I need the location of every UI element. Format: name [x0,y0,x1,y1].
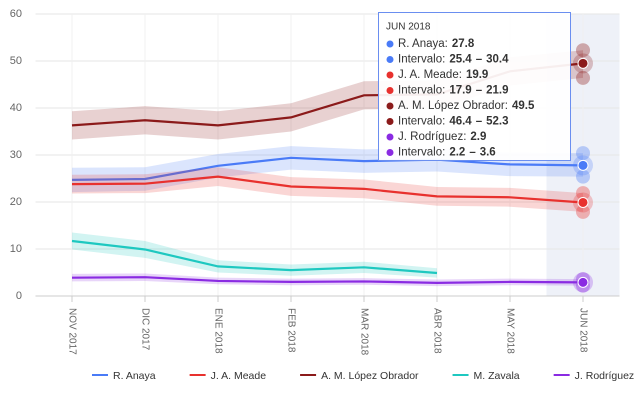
point [577,276,589,288]
tooltip-text: – [476,116,483,128]
tooltip-dot [386,118,394,125]
y-tick-label: 60 [10,8,22,20]
y-tick-label: 50 [10,55,22,67]
series-line [71,276,584,284]
legend-item[interactable]: J. A. Meade [189,370,267,382]
point [577,196,589,208]
tooltip-dot [386,133,394,141]
tooltip-dot [386,71,394,79]
series-line [71,175,584,204]
tooltip-text: – [476,85,483,97]
range-band [72,50,583,140]
tooltip-text: Intervalo: [398,116,445,128]
legend-label[interactable]: J. Rodríguez [575,370,634,382]
legend-label[interactable]: J. A. Meade [211,370,267,382]
range-marker [576,169,590,184]
y-tick-label: 10 [10,243,22,255]
tooltip-dot [386,56,394,63]
range-band [72,273,583,287]
range-marker [576,146,590,161]
tooltip-text: J. Rodríguez: [398,131,466,143]
tooltip-title: JUN 2018 [386,22,431,33]
tooltip-text: 2.9 [470,131,486,143]
tooltip-row: A. M. López Obrador: 49.5 [398,100,535,112]
range-marker [576,204,590,219]
tooltip-row: J. A. Meade: 19.9 [398,69,488,81]
range-marker [576,70,590,85]
y-tick-label: 40 [10,102,22,114]
legend-label[interactable]: A. M. López Obrador [321,370,419,382]
x-tick-label: MAR 2018 [358,308,369,356]
x-tick-label: NOV 2017 [66,308,77,355]
point [577,159,589,171]
y-tick-label: 30 [10,149,22,161]
tooltip-text: 2.2 [449,147,465,159]
legend-item[interactable]: J. Rodríguez [553,370,634,382]
tooltip-text: 19.9 [466,69,488,81]
tooltip-text: – [469,147,476,159]
legend-item[interactable]: M. Zavala [452,370,520,382]
tooltip-text: – [476,54,483,66]
tooltip-row: Intervalo: 25.4–30.4 [398,54,509,66]
y-tick-label: 20 [10,196,22,208]
x-tick-label: MAY 2018 [504,308,515,354]
x-tick-label: ENE 2018 [212,308,223,354]
tooltip-dot [386,40,394,48]
legend-label[interactable]: R. Anaya [113,370,156,382]
tooltip-text: J. A. Meade: [398,69,462,81]
y-tick-label: 0 [16,290,22,302]
tooltip-text: 21.9 [486,85,508,97]
x-tick-label: JUN 2018 [577,308,588,353]
tooltip-text: 17.9 [449,85,471,97]
tooltip-text: 25.4 [449,54,472,66]
series-line [71,239,438,275]
tooltip-dot [386,102,394,110]
tooltip-row: Intervalo: 46.4–52.3 [398,116,509,128]
tooltip-text: 46.4 [449,116,472,128]
tooltip-text: 3.6 [480,147,496,159]
tooltip-text: Intervalo: [398,54,445,66]
tooltip-text: 52.3 [486,116,508,128]
series-line [71,156,584,182]
tooltip-row: J. Rodríguez: 2.9 [398,131,486,143]
x-tick-label: DIC 2017 [139,308,150,351]
tooltip-text: 49.5 [512,100,535,112]
tooltip-text: Intervalo: [398,85,445,97]
tooltip-box [378,12,571,161]
legend-item[interactable]: R. Anaya [92,370,156,382]
tooltip-text: R. Anaya: [398,38,448,50]
point [577,57,589,69]
tooltip-dot [386,149,394,156]
tooltip-row: R. Anaya: 27.8 [398,38,475,50]
range-marker [576,43,590,58]
range-marker [576,186,590,201]
tooltip-row: Intervalo: 2.2–3.6 [398,147,496,159]
x-tick-label: ABR 2018 [431,308,442,354]
tooltip-text: 27.8 [452,38,475,50]
tooltip-text: 30.4 [486,54,509,66]
legend-item[interactable]: A. M. López Obrador [300,370,419,382]
tooltip-text: Intervalo: [398,147,445,159]
x-tick-label: FEB 2018 [285,308,296,353]
tooltip-dot [386,87,394,94]
tooltip-text: A. M. López Obrador: [398,100,508,112]
tooltip-row: Intervalo: 17.9–21.9 [398,85,509,97]
range-band [72,232,437,278]
legend-label[interactable]: M. Zavala [474,370,520,382]
